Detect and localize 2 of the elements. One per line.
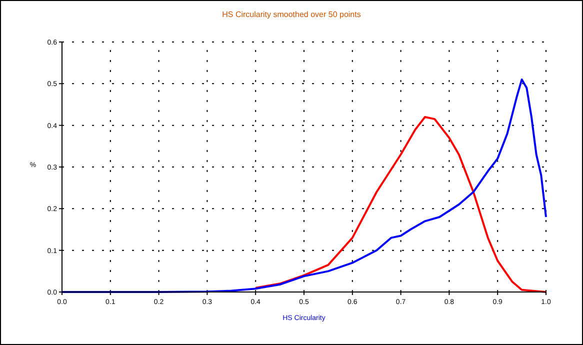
line-series: [254, 116, 547, 293]
chart-title: HS Circularity smoothed over 50 points: [222, 10, 361, 19]
